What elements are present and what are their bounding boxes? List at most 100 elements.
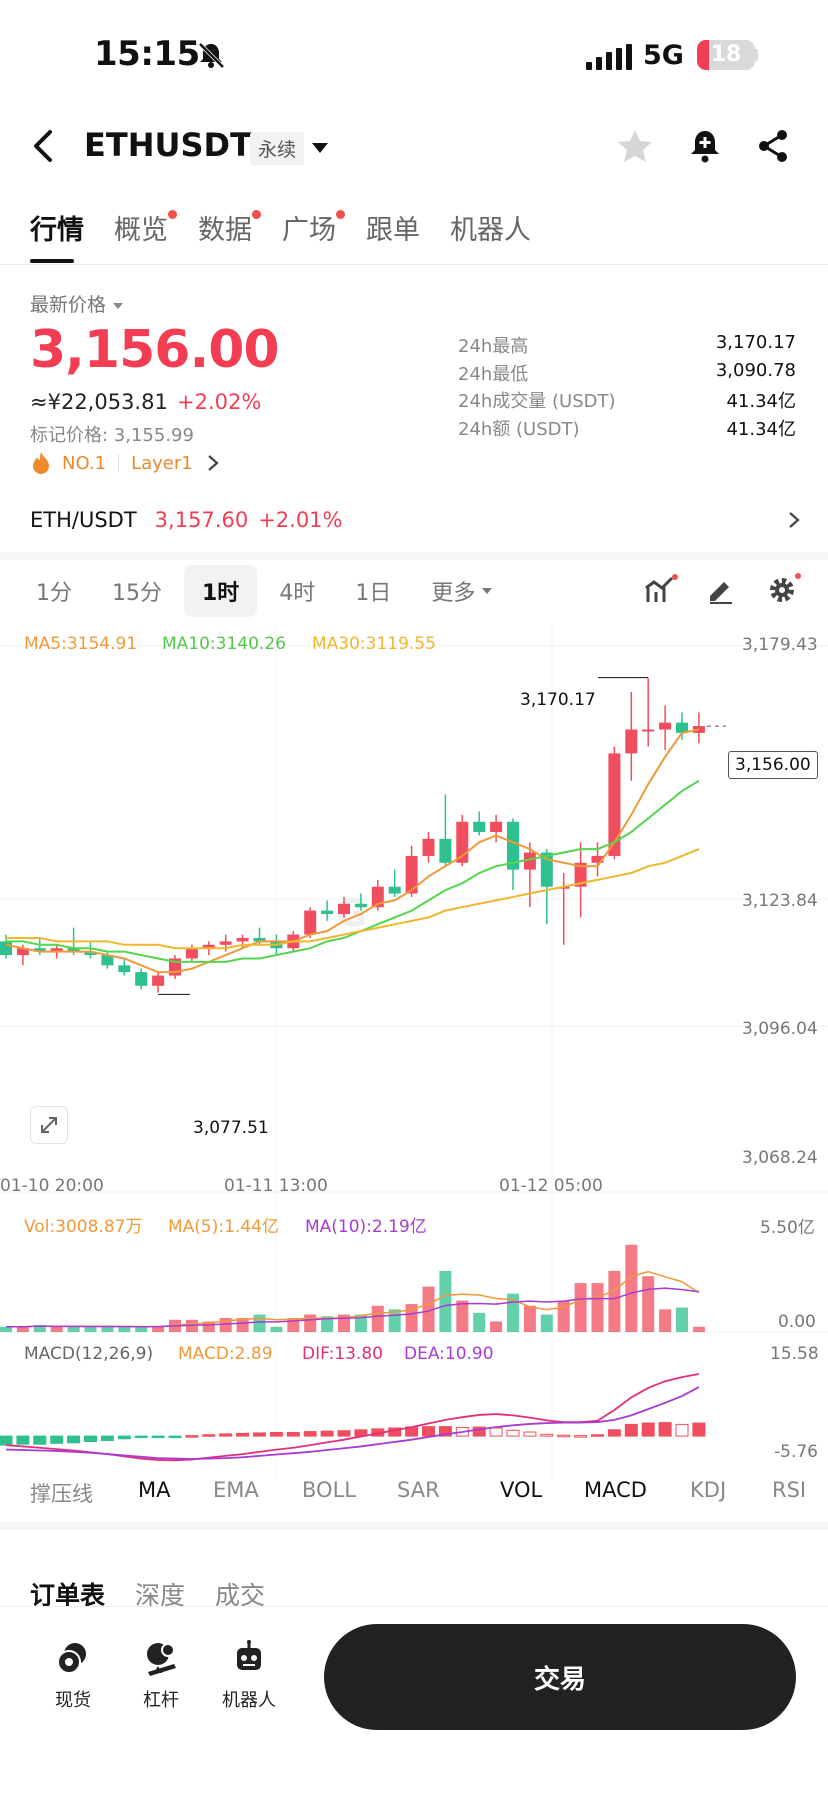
tab-market[interactable]: 行情: [30, 208, 84, 247]
stat-label: 24h最高: [458, 336, 529, 357]
stats-panel: 24h最高 3,170.17 24h最低 3,090.78 24h成交量 (USDT…: [458, 332, 796, 442]
tab-bots[interactable]: 机器人: [450, 208, 531, 247]
status-time: 15:15: [94, 34, 200, 74]
symbol-title[interactable]: ETHUSDT: [84, 126, 252, 164]
robot-icon: [237, 1640, 261, 1670]
favorite-star-icon[interactable]: [616, 128, 654, 168]
last-price: 3,156.00: [30, 320, 280, 380]
indicator-tab-boll[interactable]: BOLL: [302, 1478, 356, 1502]
vol-y-tick: 5.50亿: [760, 1218, 815, 1238]
candle-body: [0, 941, 12, 956]
macd-hist-bar: [574, 1435, 588, 1438]
stat-label: 24h最低: [458, 363, 529, 385]
candle-body: [625, 729, 638, 754]
nav-robot[interactable]: 机器人: [204, 1640, 294, 1712]
tab-order-book[interactable]: 订单表: [30, 1581, 106, 1610]
timeframe-more[interactable]: 更多: [413, 565, 511, 617]
candle-body: [540, 852, 553, 887]
macd-hist-bar: [489, 1427, 503, 1437]
ma-line-ma10: [6, 779, 700, 963]
candle-body: [338, 903, 350, 915]
candle-body: [33, 948, 46, 952]
timeframe-selector: 1分 15分 1时 4时 1日 更多: [18, 565, 515, 617]
candle-body: [101, 955, 114, 966]
margin-icon: [147, 1643, 176, 1676]
macd-hist-bar: [607, 1429, 621, 1437]
macd-hist-bar: [523, 1431, 537, 1437]
indicator-tab-sar[interactable]: SAR: [397, 1478, 440, 1502]
battery-level: 18: [710, 42, 742, 67]
stat-value: 3,090.78: [715, 359, 796, 381]
volume-bar: [523, 1305, 536, 1332]
spot-pair-change: +2.01%: [258, 508, 343, 532]
timeframe-1h[interactable]: 1时: [184, 565, 258, 617]
timeframe-1m[interactable]: 1分: [36, 581, 72, 606]
tab-trades[interactable]: 成交: [215, 1581, 266, 1610]
volume-bar: [135, 1326, 148, 1332]
macd-hist-bar: [134, 1435, 148, 1439]
perpetual-tag: 永续: [250, 132, 305, 165]
indicator-tab-ema[interactable]: EMA: [213, 1478, 259, 1502]
y-tick: 3,123.84: [742, 891, 818, 911]
macd-hist-bar: [692, 1422, 706, 1437]
network-type: 5G: [643, 40, 684, 71]
tab-copy-trading[interactable]: 跟单: [366, 208, 420, 247]
latest-price-label-text: 最新价格: [30, 294, 107, 316]
indicator-tab-vol[interactable]: VOL: [500, 1478, 543, 1502]
stat-value: 41.34亿: [726, 391, 796, 412]
indicator-tab-macd[interactable]: MACD: [584, 1478, 647, 1502]
draw-tool-icon[interactable]: [706, 574, 736, 608]
macd-hist-bar: [438, 1426, 452, 1437]
notification-dot: [336, 210, 345, 219]
stat-24h-high: 24h最高 3,170.17: [458, 332, 796, 360]
indicator-tab-rsi[interactable]: RSI: [772, 1478, 807, 1502]
spot-pair-row[interactable]: ETH/USDT 3,157.60 +2.01%: [30, 508, 800, 532]
chart-settings-gear-icon[interactable]: [766, 572, 802, 608]
candle-body: [152, 975, 165, 986]
macd-hist-bar: [84, 1435, 97, 1442]
candle-body: [67, 948, 80, 952]
macd-hist-bar: [540, 1433, 554, 1437]
nav-spot[interactable]: 现货: [28, 1640, 118, 1712]
rank-badge[interactable]: NO.1 Layer1: [30, 451, 219, 475]
candle-body: [422, 838, 435, 856]
volume-bar: [304, 1314, 317, 1332]
mark-price: 标记价格: 3,155.99: [30, 425, 194, 446]
candle-body: [219, 941, 232, 945]
notification-dot: [168, 210, 177, 219]
candle-body: [523, 852, 536, 870]
macd-hist-bar: [303, 1431, 317, 1437]
macd-hist-bar: [0, 1435, 13, 1446]
tab-square[interactable]: 广场: [282, 208, 345, 247]
volume-bar: [16, 1326, 29, 1332]
indicator-icon[interactable]: [644, 574, 678, 608]
stat-value: 41.34亿: [726, 418, 796, 440]
back-icon[interactable]: [28, 128, 58, 168]
timeframe-1d[interactable]: 1日: [355, 581, 392, 606]
macd-hist-bar: [591, 1434, 604, 1437]
fullscreen-expand-icon[interactable]: [30, 1106, 68, 1144]
tab-data[interactable]: 数据: [198, 208, 261, 247]
tab-overview[interactable]: 概览: [114, 208, 177, 247]
latest-price-label[interactable]: 最新价格: [30, 290, 124, 317]
stat-label: 24h额 (USDT): [458, 418, 580, 440]
kline-chart[interactable]: G: [0, 626, 828, 1480]
volume-bar: [540, 1314, 553, 1332]
trade-button[interactable]: 交易: [324, 1624, 796, 1730]
timeframe-15m[interactable]: 15分: [112, 581, 162, 606]
indicator-tab-ma[interactable]: MA: [138, 1478, 171, 1502]
candle-body: [507, 821, 519, 870]
indicator-tab-support[interactable]: 撑压线: [30, 1482, 93, 1506]
section-gap: [0, 552, 828, 560]
symbol-dropdown-icon[interactable]: [311, 140, 329, 159]
tab-depth[interactable]: 深度: [135, 1581, 186, 1610]
candle-body: [321, 910, 334, 915]
candle-body: [692, 726, 705, 733]
price-alert-bell-icon[interactable]: [688, 128, 722, 168]
timeframe-4h[interactable]: 4时: [279, 581, 316, 606]
nav-margin[interactable]: 杠杆: [116, 1640, 206, 1712]
indicator-tab-kdj[interactable]: KDJ: [690, 1478, 727, 1502]
spot-icon: [57, 1643, 86, 1674]
nav-label: 现货: [55, 1690, 91, 1711]
share-icon[interactable]: [756, 128, 790, 168]
